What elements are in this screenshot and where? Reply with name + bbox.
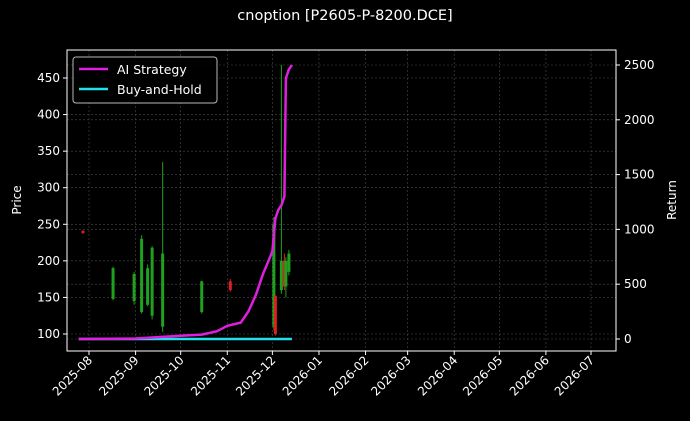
x-tick-label: 2026-02	[326, 353, 371, 398]
x-tick-label: 2026-01	[280, 353, 325, 398]
candle-body	[279, 260, 283, 291]
y-tick-label-left: 150	[37, 290, 60, 304]
candle-body	[272, 224, 276, 327]
candle-body	[228, 281, 232, 291]
x-tick-label: 2025-11	[188, 353, 233, 398]
x-tick-label: 2026-03	[368, 353, 413, 398]
y-tick-label-right: 1000	[624, 222, 655, 236]
grid-lines	[67, 50, 616, 351]
y-tick-label-right: 500	[624, 277, 647, 291]
x-tick-label: 2025-12	[233, 353, 278, 398]
y-tick-label-left: 100	[37, 327, 60, 341]
x-tick-label: 2026-04	[415, 353, 460, 398]
candle-body	[140, 238, 144, 313]
return-lines	[78, 64, 293, 341]
left-y-axis: 100 150 200 250 300 350 400 450	[37, 71, 67, 341]
candle-body	[284, 260, 288, 287]
y-tick-label-right: 2500	[624, 58, 655, 72]
y-tick-label-right: 1500	[624, 168, 655, 182]
candle-body	[273, 295, 277, 334]
y-axis-label-left: Price	[10, 185, 24, 214]
x-tick-label: 2026-06	[507, 353, 552, 398]
legend: AI Strategy Buy-and-Hold	[72, 56, 218, 104]
price-candles	[81, 64, 291, 336]
x-axis: 2025-08 2025-09 2025-10 2025-11 2025-12 2026-…	[50, 351, 597, 399]
candle-body	[200, 281, 204, 313]
y-tick-label-left: 200	[37, 254, 60, 268]
x-tick-label: 2025-10	[141, 353, 186, 398]
candle-body	[150, 247, 154, 316]
y-tick-label-left: 450	[37, 71, 60, 85]
y-tick-label-left: 250	[37, 217, 60, 231]
y-tick-label-left: 400	[37, 108, 60, 122]
x-tick-label: 2025-09	[96, 353, 141, 398]
x-tick-label: 2026-07	[552, 353, 597, 398]
candle-body	[132, 274, 136, 302]
y-tick-label-right: 2000	[624, 113, 655, 127]
x-tick-label: 2026-05	[460, 353, 505, 398]
y-tick-label-left: 300	[37, 181, 60, 195]
y-tick-label-left: 350	[37, 144, 60, 158]
chart-title: cnoption [P2605-P-8200.DCE]	[237, 8, 453, 24]
right-y-axis: 0 500 1000 1500 2000 2500	[616, 58, 655, 346]
candle-body	[287, 253, 291, 272]
candle-body	[146, 268, 150, 305]
y-tick-label-right: 0	[624, 332, 632, 346]
candle-body	[282, 260, 286, 287]
candle-body	[111, 268, 115, 299]
candle-body	[81, 230, 85, 234]
legend-ai-strategy-label: AI Strategy	[117, 62, 187, 77]
y-axis-label-right: Return	[665, 180, 679, 220]
candle-body	[161, 253, 165, 327]
legend-box	[72, 56, 218, 104]
legend-buy-and-hold-label: Buy-and-Hold	[117, 82, 202, 97]
x-tick-label: 2025-08	[50, 353, 95, 398]
ai-strategy-line	[78, 64, 293, 341]
plot-frame	[66, 49, 617, 352]
